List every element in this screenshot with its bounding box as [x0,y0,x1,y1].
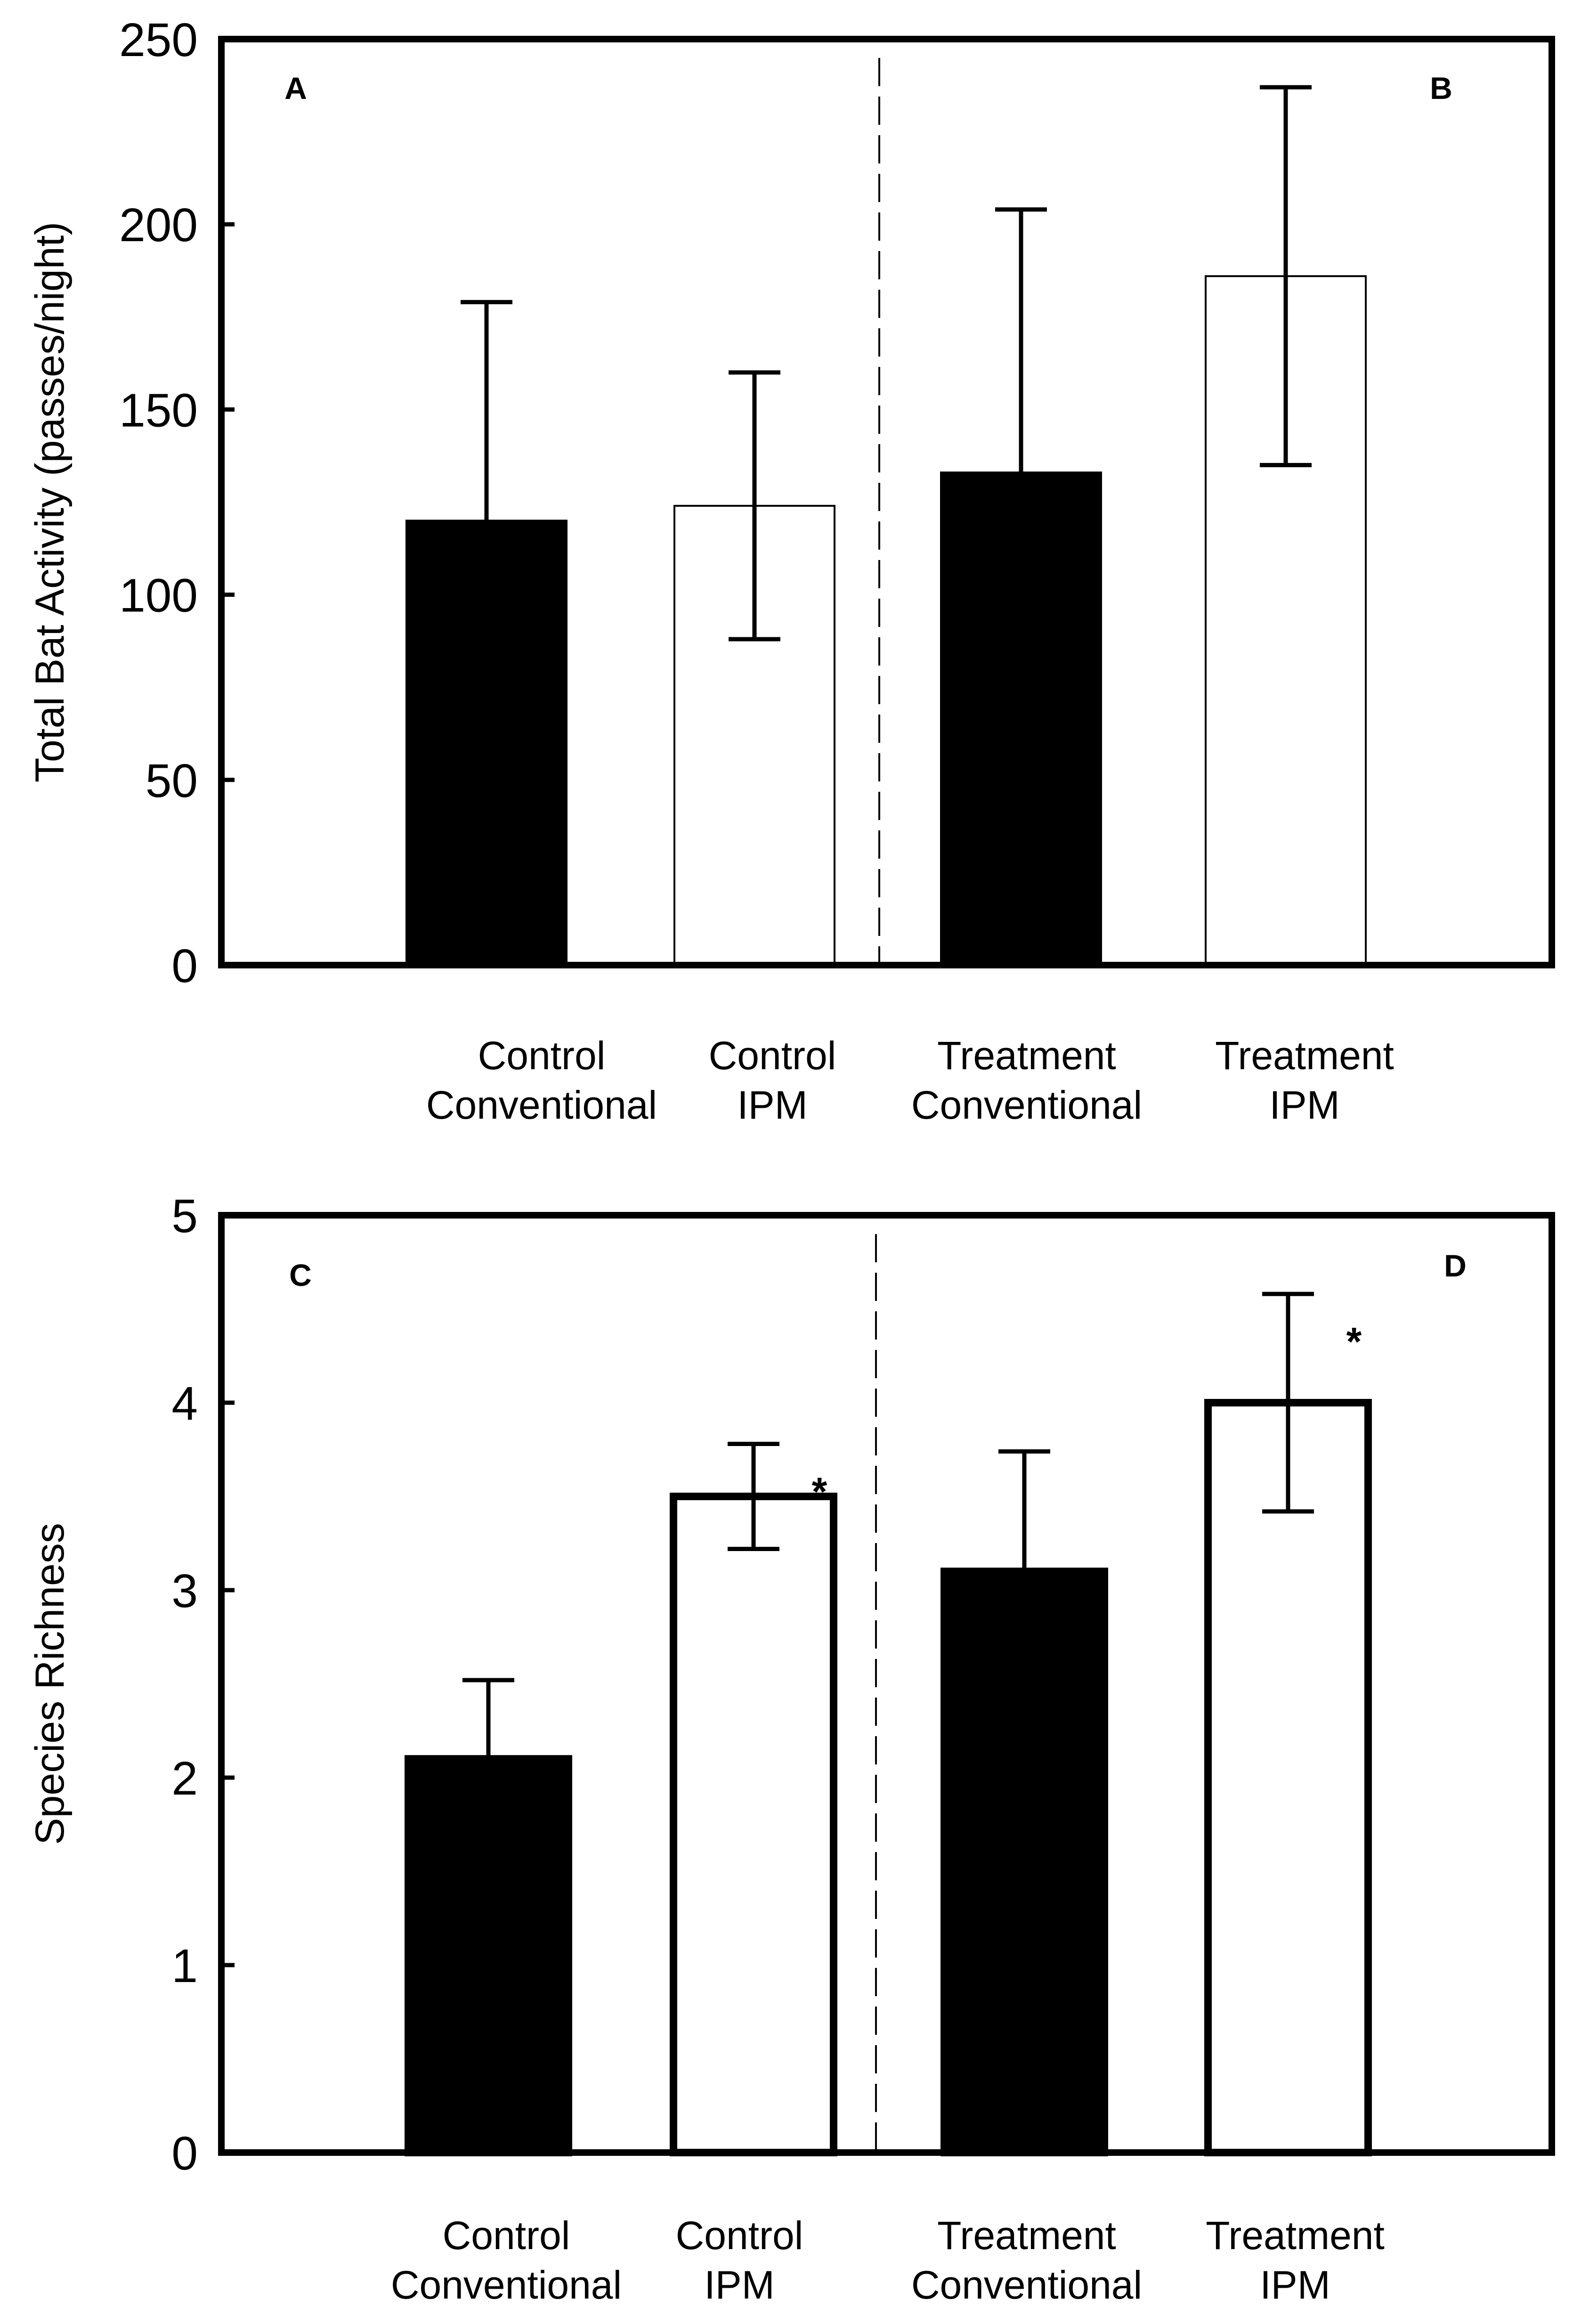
y-tick-label: 5 [171,1190,198,1243]
panel-label: D [1444,1248,1467,1283]
bar [940,1568,1108,2156]
bar [1204,1399,1372,2156]
y-tick-label: 150 [119,384,198,437]
plot-frame [218,36,1555,968]
x-category-label: Control [709,1033,836,1078]
y-tick-label: 0 [171,940,198,992]
significance-mark: * [812,1470,827,1514]
plot-frame [218,1212,1555,2156]
y-tick-label: 2 [171,1752,198,1805]
bar [405,1755,572,2156]
x-category-label: IPM [737,1083,807,1127]
x-category-label: Control [478,1033,606,1078]
x-category-label: Treatment [1206,2213,1385,2258]
y-tick-label: 200 [119,199,198,252]
x-category-label: IPM [1269,1083,1339,1127]
x-category-label: Conventional [911,1083,1142,1127]
bar [940,471,1102,966]
y-tick-label: 100 [119,569,198,622]
y-axis-label: Total Bat Activity (passes/night) [27,222,73,782]
y-tick-label: 250 [119,14,198,66]
panel-label: B [1430,71,1452,106]
x-category-label: IPM [1260,2263,1330,2307]
x-category-label: IPM [704,2263,774,2307]
panel-label: A [284,71,307,106]
x-category-label: Conventional [426,1083,657,1127]
x-category-label: Control [676,2213,803,2258]
x-category-label: Treatment [937,2213,1116,2258]
x-category-label: Conventional [911,2263,1142,2307]
x-category-label: Control [443,2213,570,2258]
y-tick-label: 50 [146,755,198,807]
y-tick-label: 1 [171,1940,198,1992]
y-axis-label: Species Richness [27,1523,73,1845]
x-category-label: Treatment [937,1033,1116,1078]
bar [670,1493,837,2156]
panel-bat-activity: 0 50 100 150 200 250 Total Bat Activity (passe… [27,14,1555,1127]
panel-label: C [289,1258,312,1292]
x-category-label: Treatment [1215,1033,1394,1078]
bar [405,520,568,966]
y-tick-label: 3 [171,1565,198,1617]
y-tick-label: 0 [171,2127,198,2180]
y-tick-label: 4 [171,1377,198,1430]
significance-mark: * [1346,1319,1362,1364]
panel-species-richness: * * 0 1 2 3 4 5 Species Richness C D Control Convent… [27,1190,1555,2307]
x-category-label: Conventional [391,2263,622,2307]
